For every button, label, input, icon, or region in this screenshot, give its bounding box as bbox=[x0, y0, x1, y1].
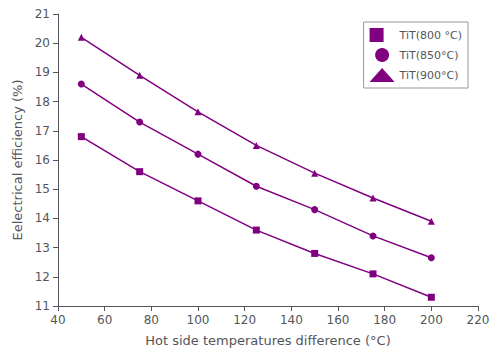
svg-text:13: 13 bbox=[35, 241, 50, 255]
svg-text:Hot side temperatures differen: Hot side temperatures difference (°C) bbox=[145, 333, 390, 348]
svg-text:60: 60 bbox=[97, 313, 112, 327]
svg-text:TiT(800 °C): TiT(800 °C) bbox=[399, 29, 462, 42]
svg-text:180: 180 bbox=[373, 313, 396, 327]
svg-text:12: 12 bbox=[35, 270, 50, 284]
svg-text:19: 19 bbox=[35, 65, 50, 79]
svg-text:120: 120 bbox=[233, 313, 256, 327]
svg-text:20: 20 bbox=[35, 36, 50, 50]
svg-text:17: 17 bbox=[35, 124, 50, 138]
svg-text:40: 40 bbox=[50, 313, 65, 327]
svg-text:140: 140 bbox=[280, 313, 303, 327]
svg-text:21: 21 bbox=[35, 7, 50, 21]
svg-text:TiT(900°C): TiT(900°C) bbox=[399, 69, 459, 82]
svg-text:Eelectrical efficiency (%): Eelectrical efficiency (%) bbox=[10, 80, 25, 241]
svg-text:220: 220 bbox=[467, 313, 490, 327]
svg-text:15: 15 bbox=[35, 182, 50, 196]
svg-text:11: 11 bbox=[35, 299, 50, 313]
svg-text:160: 160 bbox=[327, 313, 350, 327]
svg-text:80: 80 bbox=[144, 313, 159, 327]
svg-text:16: 16 bbox=[35, 153, 50, 167]
svg-text:200: 200 bbox=[420, 313, 443, 327]
svg-text:14: 14 bbox=[35, 211, 50, 225]
svg-text:18: 18 bbox=[35, 95, 50, 109]
svg-text:TiT(850°C): TiT(850°C) bbox=[399, 49, 459, 62]
svg-text:100: 100 bbox=[187, 313, 210, 327]
